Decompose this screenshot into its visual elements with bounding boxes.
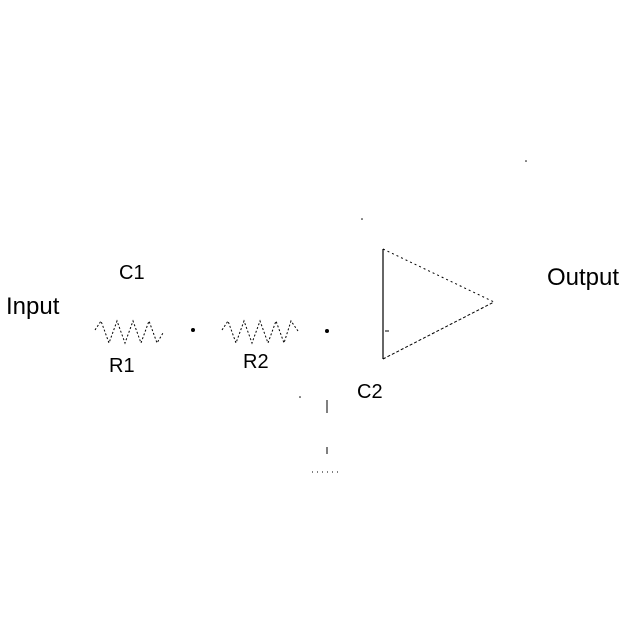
resistor-r1 [94,319,164,345]
stray-dot-2 [525,160,527,162]
amplifier-upper-edge [382,248,495,303]
capacitor-c2-plate-mark [299,396,301,398]
resistor-r2-label: R2 [243,351,269,373]
resistor-r2 [221,319,299,345]
capacitor-c1-label: C1 [119,262,145,284]
resistor-r1-label: R1 [109,355,135,377]
input-label: Input [6,293,60,320]
junction-node-2 [325,329,329,333]
stray-dot-1 [361,218,363,220]
junction-node-1 [191,328,195,332]
amplifier-lower-edge [382,301,495,360]
capacitor-c2-label: C2 [357,381,383,403]
output-label: Output [547,264,620,291]
